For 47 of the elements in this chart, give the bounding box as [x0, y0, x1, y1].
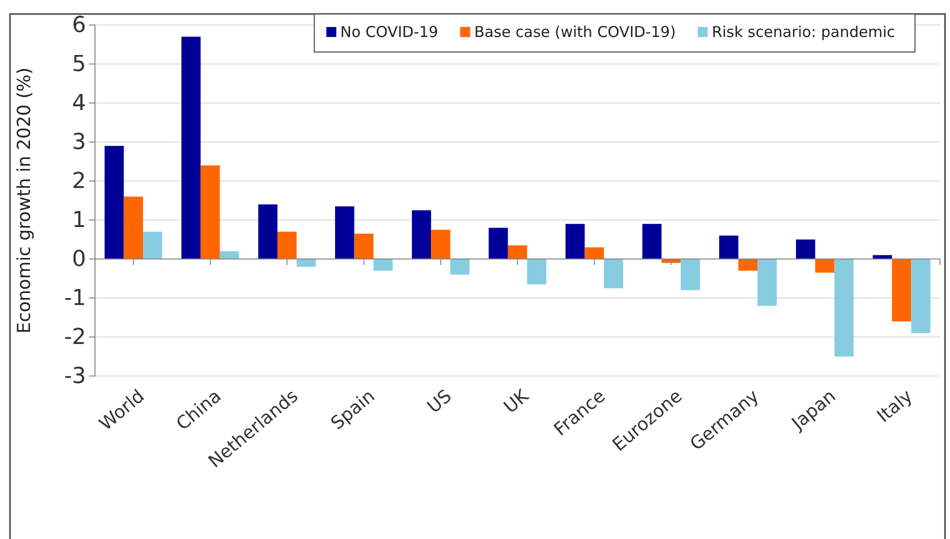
- bar: [296, 259, 316, 267]
- x-tick-label: US: [424, 386, 456, 418]
- y-tick-label: -3: [64, 364, 86, 390]
- bar: [834, 259, 854, 356]
- bar: [373, 259, 393, 271]
- bar: [738, 259, 758, 271]
- bar: [143, 232, 162, 259]
- x-tick-label: UK: [500, 384, 534, 418]
- bar: [680, 259, 700, 290]
- bar: [566, 224, 585, 259]
- bar: [450, 259, 470, 275]
- bar: [104, 146, 124, 259]
- y-tick-label: -1: [64, 286, 86, 312]
- y-axis-title: Economic growth in 2020 (%): [14, 67, 35, 334]
- y-tick-label: 3: [72, 130, 86, 156]
- bar: [892, 259, 912, 322]
- y-tick-label: 4: [72, 91, 86, 116]
- legend-label: No COVID-19: [340, 23, 438, 41]
- bar: [354, 234, 374, 259]
- bar: [200, 165, 220, 259]
- legend-label: Base case (with COVID-19): [474, 23, 676, 41]
- bar: [488, 228, 508, 259]
- legend-label: Risk scenario: pandemic: [712, 23, 895, 41]
- bar: [719, 236, 738, 259]
- bar: [277, 232, 297, 259]
- bar: [181, 36, 201, 259]
- bar: [911, 259, 930, 334]
- bar: [584, 247, 604, 259]
- bar: [508, 245, 528, 259]
- y-tick-label: 2: [72, 169, 86, 194]
- bar: [431, 230, 450, 259]
- bar: [220, 251, 240, 259]
- bar: [642, 224, 662, 259]
- y-tick-label: 5: [72, 52, 86, 78]
- bar: [124, 196, 144, 259]
- bar: [758, 259, 777, 306]
- bar: [796, 240, 816, 259]
- bar: [258, 204, 278, 259]
- bar: [815, 259, 834, 273]
- y-tick-label: -2: [64, 325, 86, 350]
- bar: [604, 259, 624, 288]
- y-tick-label: 1: [72, 208, 86, 234]
- y-tick-label: 6: [72, 13, 86, 38]
- bar: [527, 259, 546, 284]
- bar: [412, 210, 432, 259]
- y-tick-label: 0: [72, 247, 86, 272]
- bar: [335, 206, 354, 259]
